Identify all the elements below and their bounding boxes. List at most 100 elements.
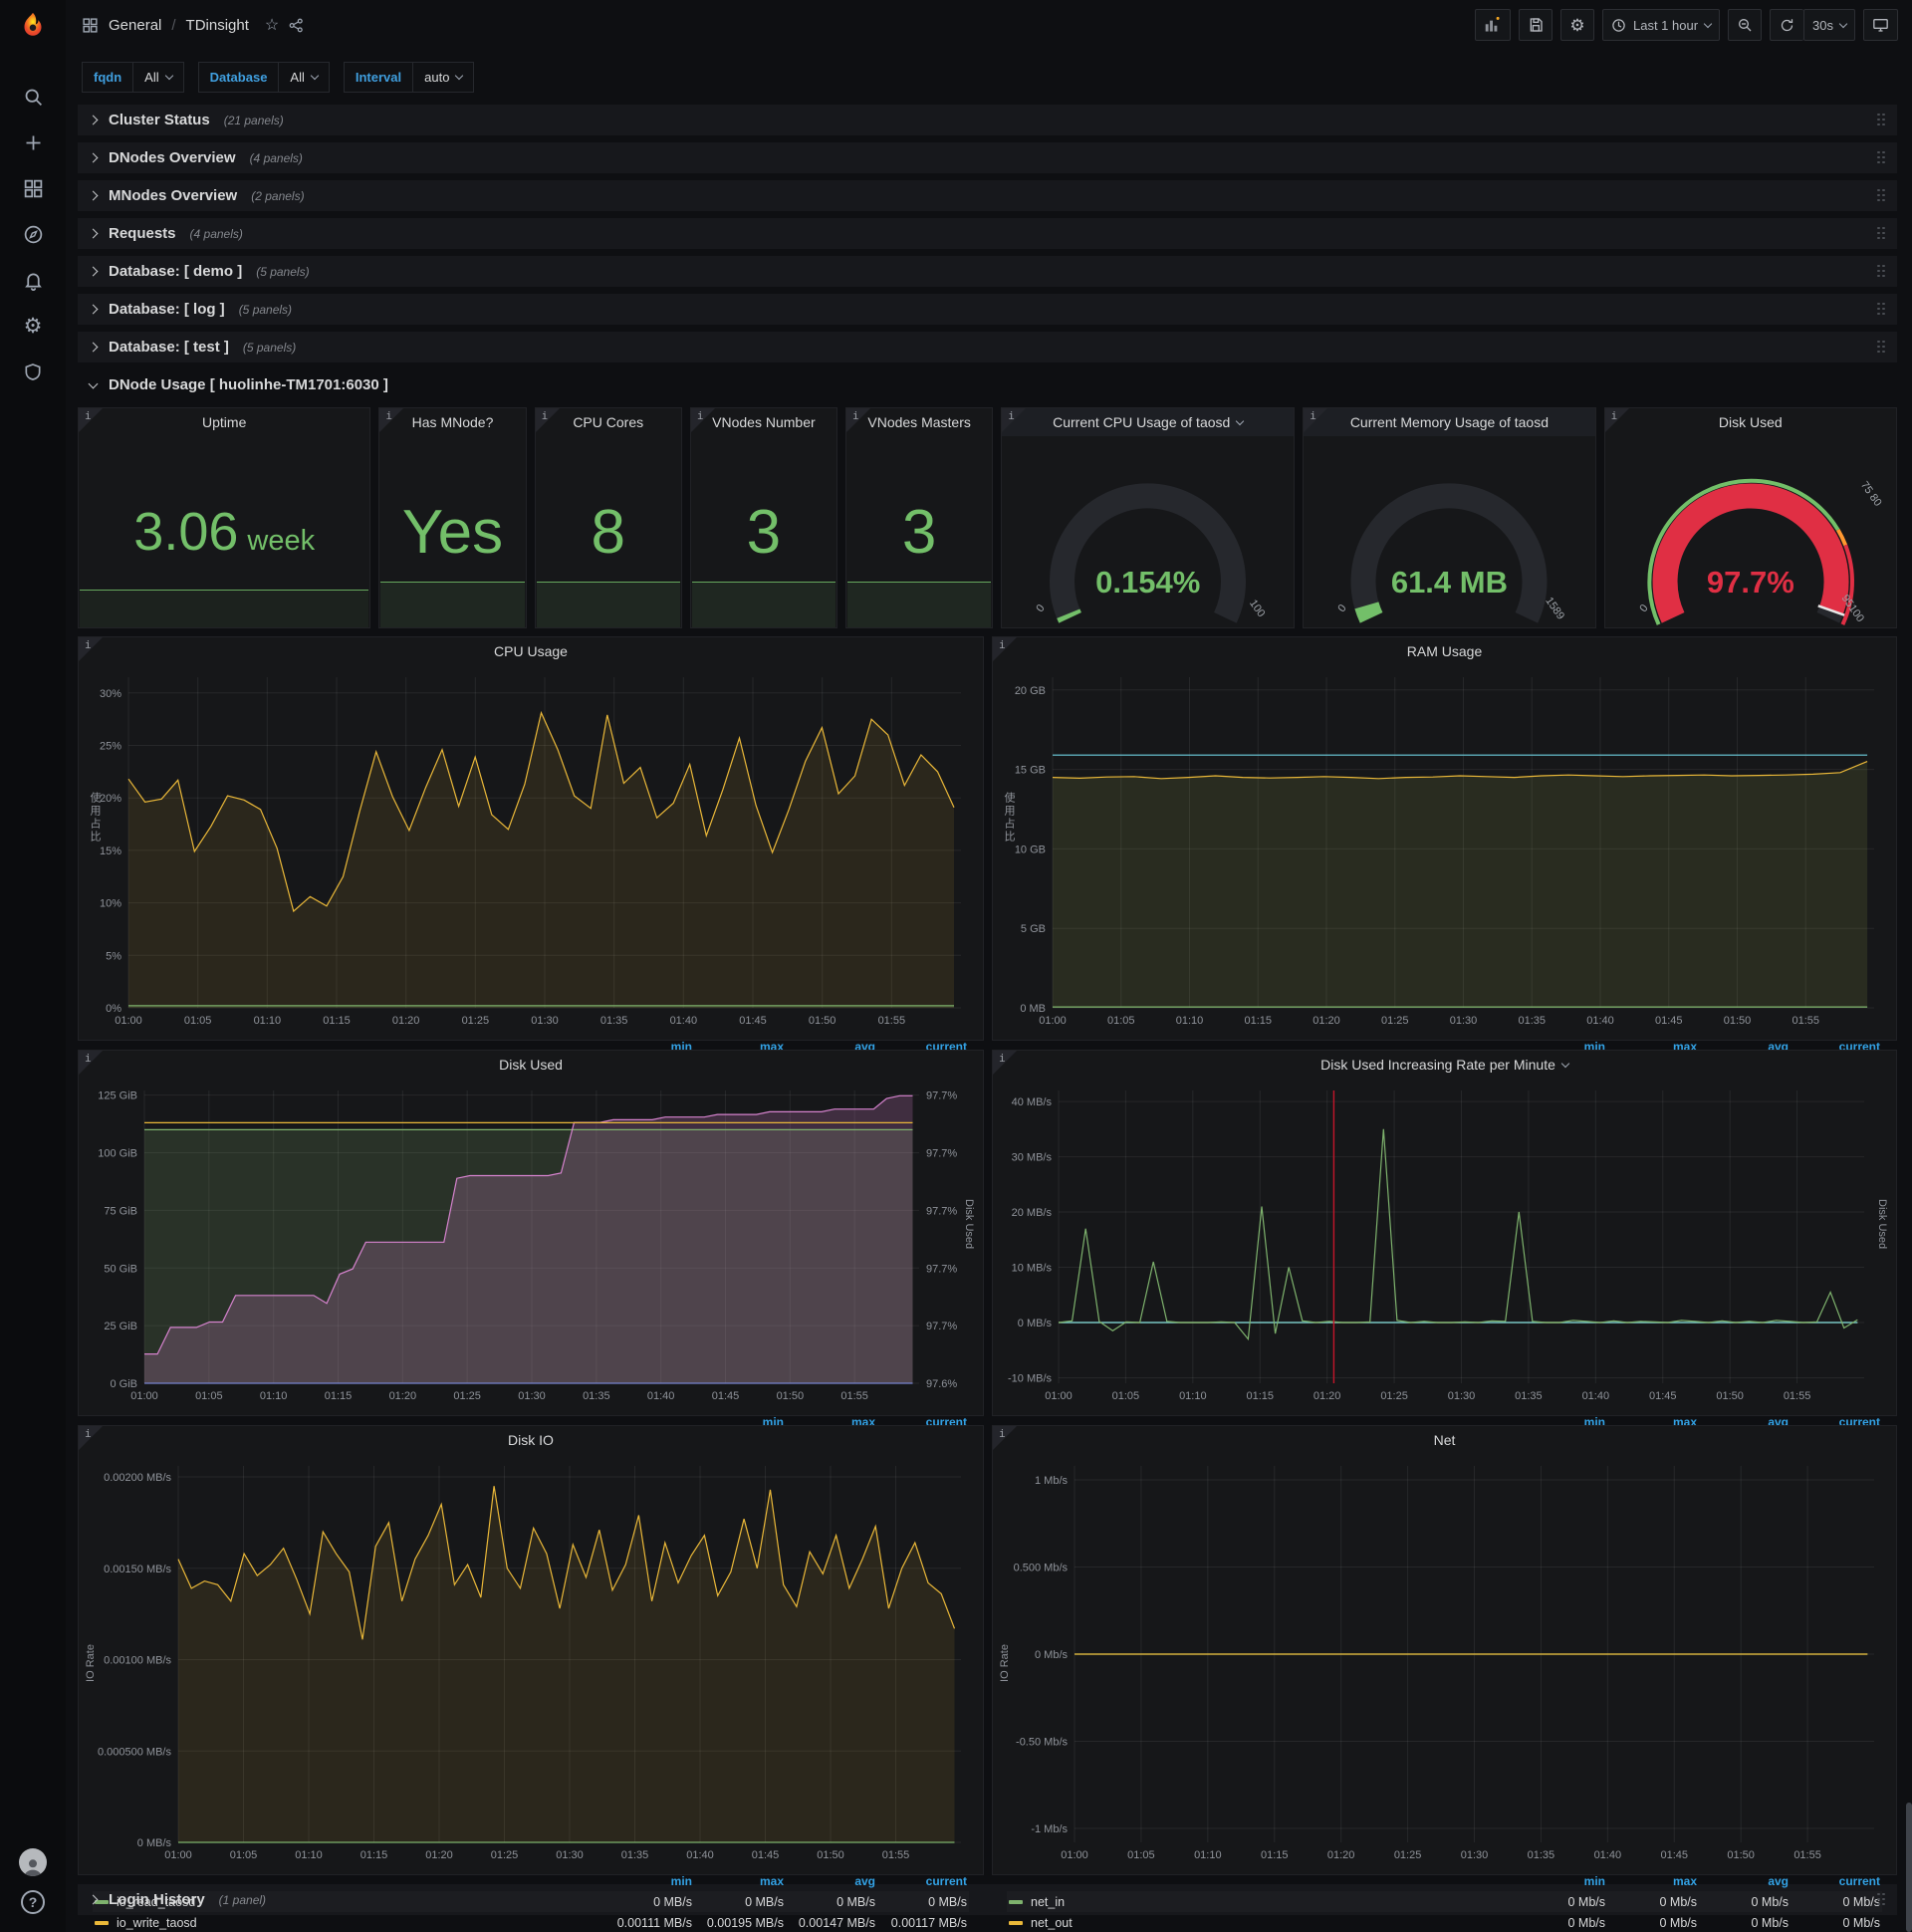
chevron-right-icon: [88, 228, 99, 239]
row-drag-handle[interactable]: [1877, 264, 1887, 279]
info-corner-icon[interactable]: [1002, 408, 1027, 432]
dashboards-grid-icon[interactable]: [11, 165, 55, 211]
time-range-picker[interactable]: Last 1 hour: [1601, 9, 1721, 41]
row-drag-handle[interactable]: [1877, 113, 1887, 127]
row-requests[interactable]: Requests (4 panels): [78, 218, 1897, 249]
row-drag-handle[interactable]: [1877, 340, 1887, 355]
panel-title[interactable]: Disk Used: [499, 1057, 563, 1073]
x-tick-label: 01:35: [1515, 1390, 1543, 1402]
panel-title[interactable]: VNodes Number: [712, 414, 816, 430]
info-corner-icon[interactable]: [846, 408, 871, 432]
user-avatar[interactable]: [19, 1848, 47, 1876]
disk-io-plot[interactable]: IO Rate 0 MB/s 0.000500 MB/s 0.00100 MB/s 0.…: [81, 1456, 979, 1869]
info-corner-icon[interactable]: [1604, 408, 1629, 432]
row-cluster-status[interactable]: Cluster Status (21 panels): [78, 105, 1897, 135]
legend-value: 0 Mb/s: [1567, 1894, 1605, 1909]
panel-title[interactable]: CPU Usage: [494, 643, 568, 659]
info-corner-icon[interactable]: [79, 1051, 103, 1075]
legend-column-header[interactable]: max: [1672, 1874, 1697, 1888]
row-database-log[interactable]: Database: [ log ] (5 panels): [78, 294, 1897, 325]
share-icon[interactable]: [289, 18, 304, 33]
legend-column-header[interactable]: min: [670, 1874, 692, 1888]
legend-column-header[interactable]: min: [1583, 1874, 1605, 1888]
legend-column-header[interactable]: avg: [1768, 1874, 1789, 1888]
panel-title[interactable]: Disk Used Increasing Rate per Minute: [993, 1051, 1896, 1079]
row-dnodes-overview[interactable]: DNodes Overview (4 panels): [78, 142, 1897, 173]
info-corner-icon[interactable]: [535, 408, 560, 432]
row-drag-handle[interactable]: [1877, 188, 1887, 203]
info-corner-icon[interactable]: [993, 637, 1017, 661]
legend-swatch-icon[interactable]: [1009, 1920, 1023, 1925]
breadcrumb-folder[interactable]: General: [109, 16, 162, 34]
page-scrollbar[interactable]: [1906, 1803, 1912, 1932]
row-drag-handle[interactable]: [1877, 150, 1887, 165]
legend-column-header[interactable]: max: [759, 1874, 784, 1888]
legend-series-name[interactable]: io_write_taosd: [117, 1915, 197, 1930]
help-icon[interactable]: ?: [21, 1890, 45, 1914]
legend-series-name[interactable]: net_in: [1031, 1894, 1066, 1909]
admin-shield-icon[interactable]: [11, 349, 55, 394]
info-corner-icon[interactable]: [79, 637, 103, 661]
x-tick-label: 01:25: [1380, 1390, 1408, 1402]
breadcrumb-dashboard-title[interactable]: TDinsight: [185, 16, 249, 34]
alerting-bell-icon[interactable]: [11, 257, 55, 303]
star-icon[interactable]: ☆: [264, 17, 280, 34]
panel-title[interactable]: Net: [1433, 1432, 1456, 1448]
panel-title[interactable]: Disk Used: [1718, 414, 1783, 430]
legend-series-name[interactable]: io_read_taosd: [117, 1894, 196, 1909]
ram-usage-plot[interactable]: 使用占比 0 MB 5 GB 10 GB 15 GB 20 GB 01:00 01:05 01:…: [995, 667, 1892, 1035]
variable-interval-value[interactable]: auto: [413, 62, 475, 93]
info-corner-icon[interactable]: [379, 408, 404, 432]
save-dashboard-button[interactable]: [1518, 9, 1553, 41]
info-corner-icon[interactable]: [1304, 408, 1328, 432]
cycle-view-mode-button[interactable]: [1863, 9, 1898, 41]
row-drag-handle[interactable]: [1877, 1892, 1887, 1907]
info-corner-icon[interactable]: [993, 1426, 1017, 1450]
legend-swatch-icon[interactable]: [95, 1899, 109, 1904]
row-database-demo[interactable]: Database: [ demo ] (5 panels): [78, 256, 1897, 287]
add-panel-button[interactable]: [1474, 9, 1511, 41]
variable-database-value[interactable]: All: [279, 62, 330, 93]
search-icon[interactable]: [11, 74, 55, 120]
panel-title[interactable]: Uptime: [202, 414, 247, 430]
row-drag-handle[interactable]: [1877, 226, 1887, 241]
configuration-gear-icon[interactable]: ⚙: [23, 314, 43, 338]
panel-title[interactable]: Has MNode?: [411, 414, 494, 430]
row-login-history[interactable]: Login History (1 panel): [78, 1884, 1897, 1915]
cpu-usage-plot[interactable]: 使用占比 0% 5% 10% 15% 20% 25% 30% 01:00 01:05 01:10 01…: [81, 667, 979, 1035]
legend-series-name[interactable]: net_out: [1031, 1915, 1073, 1930]
info-corner-icon[interactable]: [993, 1051, 1017, 1075]
info-corner-icon[interactable]: [690, 408, 715, 432]
disk-used-plot[interactable]: Disk Used 0 GiB 97.6% 25 GiB 97.7% 50 GiB 97.7…: [81, 1081, 979, 1410]
x-tick-label: 01:45: [1660, 1849, 1688, 1861]
y-tick-label: 20 GB: [1015, 685, 1046, 697]
net-plot[interactable]: IO Rate -1 Mb/s -0.50 Mb/s 0 Mb/s 0.500 Mb/s…: [995, 1456, 1892, 1869]
grafana-logo-icon[interactable]: [13, 6, 53, 46]
variable-fqdn-value[interactable]: All: [133, 62, 184, 93]
dashboard-settings-button[interactable]: ⚙: [1559, 9, 1594, 41]
panel-title[interactable]: CPU Cores: [573, 414, 644, 430]
row-mnodes-overview[interactable]: MNodes Overview (2 panels): [78, 180, 1897, 211]
panel-title[interactable]: RAM Usage: [1406, 643, 1483, 659]
y-tick-label: 25%: [100, 741, 121, 753]
disk-rate-plot[interactable]: Disk Used -10 MB/s 0 MB/s 10 MB/s 20 MB/s 30 …: [995, 1081, 1892, 1410]
panel-title[interactable]: Current CPU Usage of taosd: [1002, 408, 1295, 436]
row-drag-handle[interactable]: [1877, 302, 1887, 317]
info-corner-icon[interactable]: [79, 1426, 103, 1450]
panel-title[interactable]: Current Memory Usage of taosd: [1304, 408, 1595, 436]
legend-column-header[interactable]: current: [925, 1874, 967, 1888]
row-dnode-usage[interactable]: DNode Usage [ huolinhe-TM1701:6030 ]: [78, 369, 1897, 400]
refresh-button[interactable]: [1770, 9, 1804, 41]
row-database-test[interactable]: Database: [ test ] (5 panels): [78, 332, 1897, 362]
panel-title[interactable]: VNodes Masters: [867, 414, 971, 430]
zoom-out-button[interactable]: [1728, 9, 1763, 41]
legend-swatch-icon[interactable]: [95, 1920, 109, 1925]
legend-swatch-icon[interactable]: [1009, 1899, 1023, 1904]
panel-title[interactable]: Disk IO: [508, 1432, 554, 1448]
info-corner-icon[interactable]: [79, 408, 103, 432]
refresh-interval-picker[interactable]: 30s: [1803, 9, 1855, 41]
legend-column-header[interactable]: avg: [854, 1874, 875, 1888]
explore-compass-icon[interactable]: [11, 211, 55, 257]
create-plus-icon[interactable]: [11, 120, 55, 165]
legend-column-header[interactable]: current: [1838, 1874, 1880, 1888]
